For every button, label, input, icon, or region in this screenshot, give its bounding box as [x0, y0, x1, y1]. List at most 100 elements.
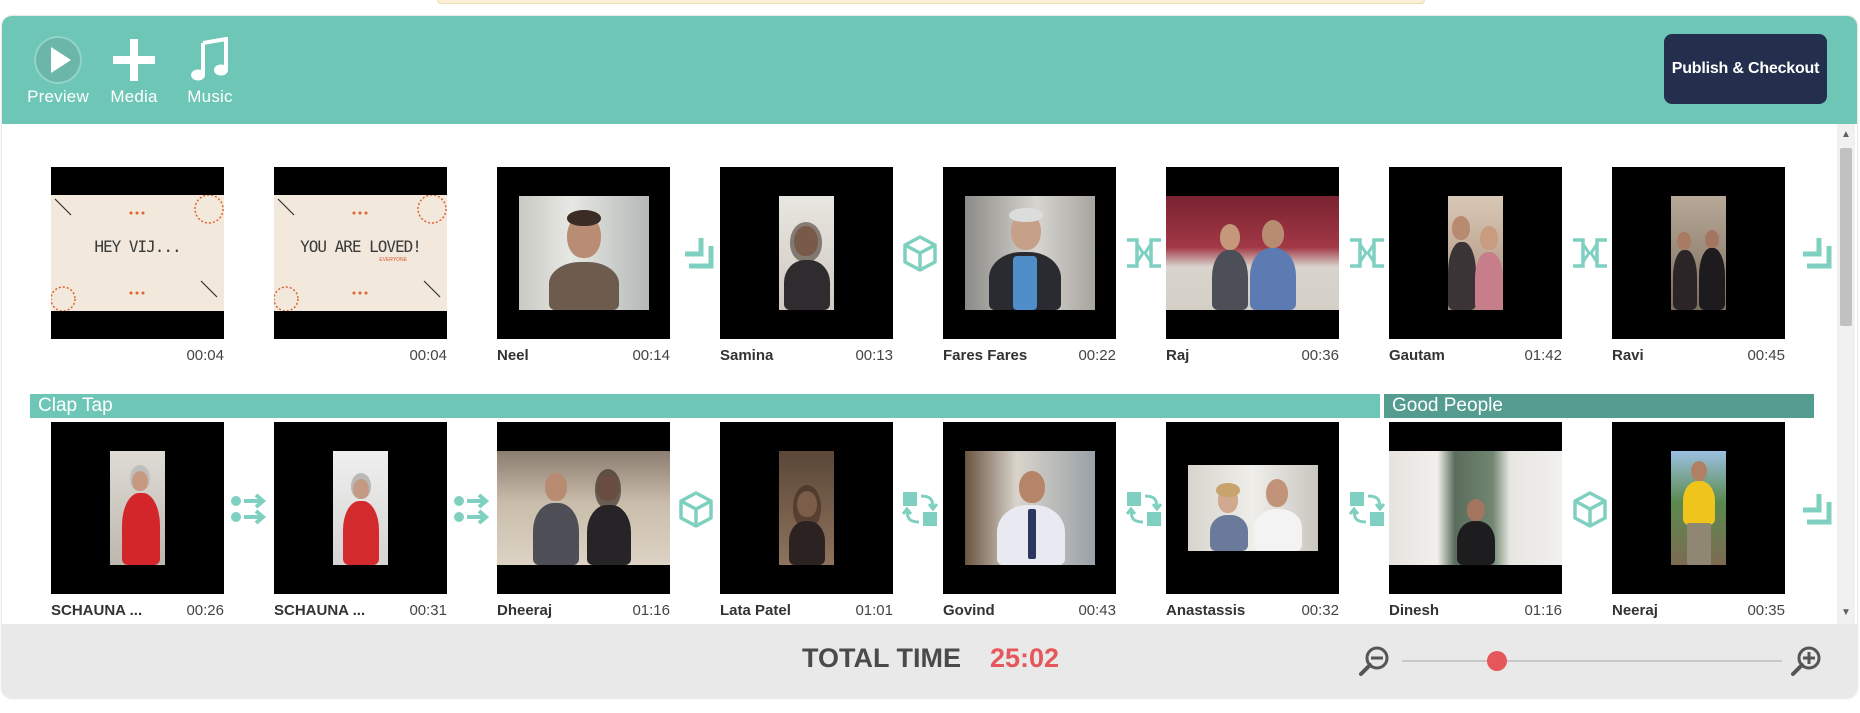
clip-dheeraj[interactable]: Dheeraj 01:16 — [497, 422, 670, 619]
split-transition-icon[interactable] — [1346, 232, 1388, 274]
split-transition-icon[interactable] — [1569, 232, 1611, 274]
clip-schauna-1[interactable]: SCHAUNA ... 00:26 — [51, 422, 224, 619]
clip-duration: 00:45 — [1747, 347, 1785, 364]
scrollbar-thumb[interactable] — [1840, 148, 1852, 326]
scroll-up-arrow-icon[interactable]: ▲ — [1841, 129, 1851, 140]
clip-duration: 01:01 — [855, 602, 893, 619]
cube-transition-icon[interactable] — [899, 232, 941, 274]
clip-thumbnail: YOU ARE LOVED! EVERYONE — [274, 167, 447, 339]
video-frame — [965, 451, 1095, 565]
clip-duration: 00:35 — [1747, 602, 1785, 619]
swap-transition-icon[interactable] — [899, 488, 941, 530]
zoom-slider[interactable] — [1402, 660, 1782, 662]
music-track-good-people[interactable]: Good People — [1384, 394, 1814, 418]
clip-govind[interactable]: Govind 00:43 — [943, 422, 1116, 619]
clip-dinesh[interactable]: Dinesh 01:16 — [1389, 422, 1562, 619]
clip-card-2[interactable]: YOU ARE LOVED! EVERYONE 00:04 — [274, 167, 447, 364]
zoom-out-icon[interactable] — [1358, 644, 1392, 678]
clip-duration: 00:22 — [1078, 347, 1116, 364]
clip-name: Samina — [720, 347, 774, 364]
publish-checkout-button[interactable]: Publish & Checkout — [1664, 34, 1827, 104]
clip-anastassis[interactable]: Anastassis 00:32 — [1166, 422, 1339, 619]
media-label: Media — [110, 87, 158, 106]
clip-thumbnail — [1166, 422, 1339, 594]
video-frame — [779, 196, 834, 310]
clip-fares-fares[interactable]: Fares Fares 00:22 — [943, 167, 1116, 364]
video-frame — [965, 196, 1095, 310]
music-track-clap-tap[interactable]: Clap Tap — [30, 394, 1380, 418]
clip-thumbnail — [1166, 167, 1339, 339]
clip-thumbnail — [1389, 422, 1562, 594]
video-frame — [497, 451, 670, 565]
clip-thumbnail — [1612, 167, 1785, 339]
clip-thumbnail — [943, 422, 1116, 594]
clip-duration: 00:26 — [186, 602, 224, 619]
total-time-value: 25:02 — [990, 643, 1060, 673]
cube-transition-icon[interactable] — [1569, 488, 1611, 530]
clip-name: Lata Patel — [720, 602, 791, 619]
top-notification-tab — [437, 0, 1425, 4]
clip-duration: 00:32 — [1301, 602, 1339, 619]
play-icon — [22, 28, 94, 92]
music-label: Music — [187, 87, 233, 106]
clip-duration: 01:42 — [1524, 347, 1562, 364]
clip-duration: 00:04 — [186, 347, 224, 364]
clip-duration: 00:14 — [632, 347, 670, 364]
preview-button[interactable]: Preview — [22, 28, 94, 107]
clip-name: Neeraj — [1612, 602, 1658, 619]
title-card: YOU ARE LOVED! EVERYONE — [274, 195, 447, 311]
swap-transition-icon[interactable] — [1346, 488, 1388, 530]
slide-transition-icon[interactable] — [451, 488, 493, 530]
zoom-in-icon[interactable] — [1790, 644, 1824, 678]
clip-raj[interactable]: Raj 00:36 — [1166, 167, 1339, 364]
toolbar: Preview Media Music Publish & — [2, 16, 1857, 124]
clip-schauna-2[interactable]: SCHAUNA ... 00:31 — [274, 422, 447, 619]
corner-transition-icon[interactable] — [675, 232, 717, 274]
clip-thumbnail — [51, 422, 224, 594]
clip-name: SCHAUNA ... — [274, 602, 366, 619]
clip-duration: 00:36 — [1301, 347, 1339, 364]
cube-transition-icon[interactable] — [675, 488, 717, 530]
clip-ravi[interactable]: Ravi 00:45 — [1612, 167, 1785, 364]
media-button[interactable]: Media — [98, 28, 170, 107]
clip-thumbnail — [274, 422, 447, 594]
zoom-slider-handle[interactable] — [1487, 651, 1507, 671]
clip-duration: 01:16 — [1524, 602, 1562, 619]
video-frame — [779, 451, 834, 565]
clip-card-1[interactable]: HEY VIJ... 00:04 — [51, 167, 224, 364]
clip-duration: 00:43 — [1078, 602, 1116, 619]
swap-transition-icon[interactable] — [1123, 488, 1165, 530]
corner-transition-icon[interactable] — [1793, 488, 1835, 530]
video-frame — [110, 451, 165, 565]
clip-duration: 00:04 — [409, 347, 447, 364]
corner-transition-icon[interactable] — [1793, 232, 1835, 274]
clip-thumbnail: HEY VIJ... — [51, 167, 224, 339]
clip-neeraj[interactable]: Neeraj 00:35 — [1612, 422, 1785, 619]
clip-gautam[interactable]: Gautam 01:42 — [1389, 167, 1562, 364]
scroll-down-arrow-icon[interactable]: ▼ — [1841, 607, 1851, 618]
total-time-label: TOTAL TIME — [802, 643, 961, 673]
clip-samina[interactable]: Samina 00:13 — [720, 167, 893, 364]
music-button[interactable]: Music — [174, 28, 246, 107]
clip-name: Neel — [497, 347, 529, 364]
footer-bar: TOTAL TIME 25:02 — [2, 624, 1857, 698]
clip-duration: 00:31 — [409, 602, 447, 619]
timeline-scrollbar[interactable]: ▲ ▼ — [1837, 124, 1855, 624]
video-frame — [1671, 451, 1726, 565]
video-editor: Preview Media Music Publish & — [2, 16, 1857, 698]
video-frame — [1188, 465, 1318, 551]
timeline: HEY VIJ... 00:04 — [2, 124, 1837, 624]
clip-thumbnail — [497, 422, 670, 594]
clip-name: Raj — [1166, 347, 1190, 364]
clip-thumbnail — [1389, 167, 1562, 339]
split-transition-icon[interactable] — [1123, 232, 1165, 274]
video-frame — [333, 451, 388, 565]
clip-name: Ravi — [1612, 347, 1644, 364]
clip-name: SCHAUNA ... — [51, 602, 143, 619]
clip-lata-patel[interactable]: Lata Patel 01:01 — [720, 422, 893, 619]
clip-neel[interactable]: Neel 00:14 — [497, 167, 670, 364]
preview-label: Preview — [27, 87, 89, 106]
clip-name: Fares Fares — [943, 347, 1028, 364]
video-frame — [519, 196, 649, 310]
slide-transition-icon[interactable] — [228, 488, 270, 530]
